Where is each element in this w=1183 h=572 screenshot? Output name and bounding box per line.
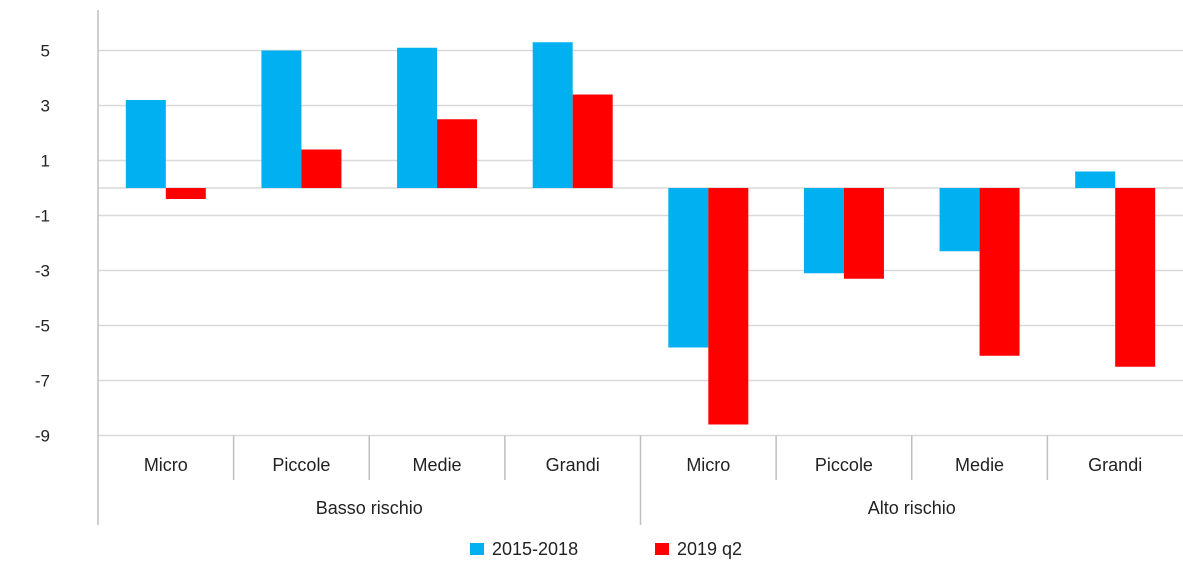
bar-series2 (437, 119, 478, 188)
bar-series1 (125, 100, 166, 188)
legend: 2015-2018 2019 q2 (470, 539, 742, 559)
y-tick-label: 3 (41, 97, 50, 116)
bar-series2 (708, 188, 749, 425)
legend-swatch (655, 543, 669, 555)
bar-series1 (939, 188, 980, 252)
x-group-label: Alto rischio (868, 498, 956, 518)
y-tick-label: -3 (35, 262, 50, 281)
x-category-label: Micro (686, 455, 730, 475)
y-tick-label: -9 (35, 427, 50, 446)
x-category-label: Piccole (815, 455, 873, 475)
bar-series2 (301, 149, 342, 188)
x-category-label: Grandi (1088, 455, 1142, 475)
bar-series1 (803, 188, 844, 274)
x-category-label: Medie (413, 455, 462, 475)
bar-series2 (165, 188, 206, 199)
y-tick-label: -5 (35, 317, 50, 336)
bar-series1 (532, 42, 573, 188)
y-tick-label: -7 (35, 372, 50, 391)
bars (125, 42, 1156, 425)
x-group-label: Basso rischio (316, 498, 423, 518)
gridlines (98, 49, 1183, 437)
legend-label: 2019 q2 (677, 539, 742, 559)
x-category-label: Piccole (272, 455, 330, 475)
bar-series1 (397, 47, 438, 188)
bar-series1 (261, 50, 302, 188)
y-tick-label: 5 (41, 42, 50, 61)
bar-series2 (843, 188, 884, 279)
y-tick-label: -1 (35, 207, 50, 226)
x-category-label: Grandi (546, 455, 600, 475)
bar-series1 (668, 188, 709, 348)
x-category-label: Micro (144, 455, 188, 475)
legend-swatch (470, 543, 484, 555)
bar-series2 (979, 188, 1020, 356)
x-category-label: Medie (955, 455, 1004, 475)
bar-series1 (1075, 171, 1116, 188)
bar-series2 (572, 94, 613, 188)
y-axis: 5 3 1 -1 -3 -5 -7 -9 (35, 10, 99, 525)
x-axis: Micro Piccole Medie Grandi Micro Piccole Medie… (144, 435, 1142, 525)
y-tick-label: 1 (41, 152, 50, 171)
legend-label: 2015-2018 (492, 539, 578, 559)
bar-series2 (1115, 188, 1156, 367)
